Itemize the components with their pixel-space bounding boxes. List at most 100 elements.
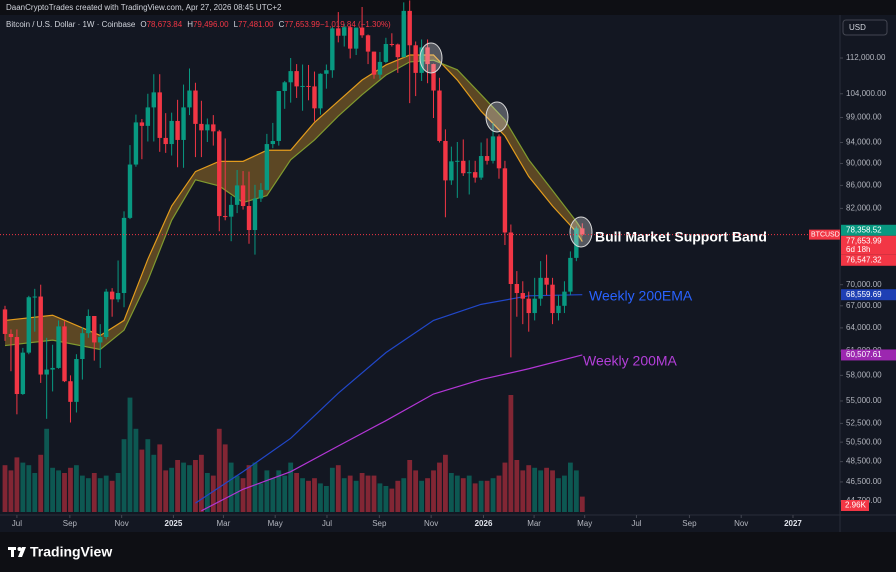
volume-bar xyxy=(74,465,79,512)
credit: DaanCryptoTrades created with TradingVie… xyxy=(6,3,282,12)
volume-bar xyxy=(306,480,311,512)
candle-body xyxy=(175,120,180,140)
volume-bar xyxy=(532,467,538,512)
volume-bar xyxy=(20,462,26,512)
candle-body xyxy=(389,44,395,46)
candle-body xyxy=(2,309,8,334)
volume-bar xyxy=(454,475,460,512)
readout-value: −1,019.84 (−1.30%) xyxy=(320,20,391,29)
x-tick-label: May xyxy=(268,519,283,528)
candle-body xyxy=(163,137,168,145)
candle-body xyxy=(395,44,401,58)
readout-key: H xyxy=(187,20,193,29)
candle-body xyxy=(26,297,32,353)
candle-body xyxy=(478,156,484,178)
volume-bar xyxy=(544,467,549,512)
volume-bar xyxy=(246,465,252,512)
candle-body xyxy=(234,185,240,205)
volume-bar xyxy=(288,462,294,512)
candle-body xyxy=(347,27,353,49)
volume-bar xyxy=(502,462,508,512)
x-tick-label: Mar xyxy=(527,519,541,528)
candle-body xyxy=(443,140,448,181)
candle-body xyxy=(568,257,573,292)
volume-bar xyxy=(14,457,20,512)
candle-body xyxy=(437,90,442,141)
volume-bar xyxy=(8,470,14,512)
volume-bar xyxy=(68,467,73,512)
volume-bar xyxy=(431,470,436,512)
volume-bar xyxy=(38,454,44,512)
volume-bar xyxy=(419,480,425,512)
y-tick-label: 50,500.00 xyxy=(846,437,882,446)
candle-body xyxy=(508,232,514,284)
y-tick-label: 48,500.00 xyxy=(846,457,882,466)
candle-body xyxy=(407,10,412,46)
candle-body xyxy=(276,90,281,141)
highlight-circle xyxy=(485,101,509,133)
ma-line xyxy=(201,354,583,512)
volume-bar xyxy=(520,470,526,512)
candle-body xyxy=(365,35,371,52)
volume-bar xyxy=(216,428,222,512)
volume-bar xyxy=(103,475,109,512)
price-tag xyxy=(841,254,896,266)
candle-body xyxy=(562,291,567,306)
volume-bar xyxy=(258,483,264,512)
volume-bar xyxy=(395,480,401,512)
candle-body xyxy=(449,161,454,181)
candle-body xyxy=(401,10,406,58)
candle-body xyxy=(193,90,198,124)
volume-bar xyxy=(335,465,341,512)
y-tick-label: 52,500.00 xyxy=(846,419,882,428)
volume-bar xyxy=(448,473,454,512)
candle-body xyxy=(467,172,472,174)
candle-body xyxy=(371,51,377,75)
readout-key: O xyxy=(140,20,146,29)
volume-bar xyxy=(175,460,180,512)
candle-body xyxy=(270,140,276,145)
volume-bar xyxy=(145,439,151,512)
volume-bar xyxy=(556,478,561,512)
candle-body xyxy=(312,86,317,109)
x-tick-label: Jul xyxy=(631,519,641,528)
volume-bar xyxy=(2,465,8,512)
x-tick-label: Nov xyxy=(424,519,438,528)
highlight-circle xyxy=(569,216,593,248)
symbol-readout: Bitcoin / U.S. Dollar · 1W · Coinbase O78… xyxy=(6,20,391,29)
volume-bar xyxy=(538,470,544,512)
candle-body xyxy=(98,337,103,343)
volume-bar xyxy=(56,470,61,512)
y-tick-label: 64,000.00 xyxy=(846,323,882,332)
currency: USD xyxy=(849,23,866,32)
annotation-layer: Bull Market Support Band Weekly 200EMA Wee… xyxy=(419,42,767,369)
volume-bar xyxy=(109,480,115,512)
volume-bar xyxy=(401,478,407,512)
x-tick-label: 2025 xyxy=(165,519,183,528)
candle-body xyxy=(80,333,85,360)
volume-bar xyxy=(389,488,395,512)
ma-line xyxy=(195,294,583,504)
candle-body xyxy=(300,85,305,87)
candle-body xyxy=(538,277,543,299)
volume-bar xyxy=(121,439,127,512)
candle-body xyxy=(324,70,329,74)
candle-body xyxy=(127,164,133,218)
volume-bar xyxy=(44,428,50,512)
price-tag xyxy=(841,349,896,361)
candle-body xyxy=(44,369,49,375)
candle-body xyxy=(306,85,311,87)
candle-body xyxy=(431,64,436,91)
y-tick-label: 90,000.00 xyxy=(846,159,882,168)
ticker: BTCUSD xyxy=(811,231,840,238)
candle-body xyxy=(14,337,20,395)
y-tick-label: 104,000.00 xyxy=(846,89,887,98)
brand: TradingView xyxy=(30,544,112,560)
currency-box xyxy=(842,19,888,36)
volume-bar xyxy=(264,470,270,512)
volume-bar xyxy=(181,462,186,512)
candle-body xyxy=(86,315,91,334)
candle-body xyxy=(544,277,549,285)
candle-body xyxy=(74,359,79,402)
